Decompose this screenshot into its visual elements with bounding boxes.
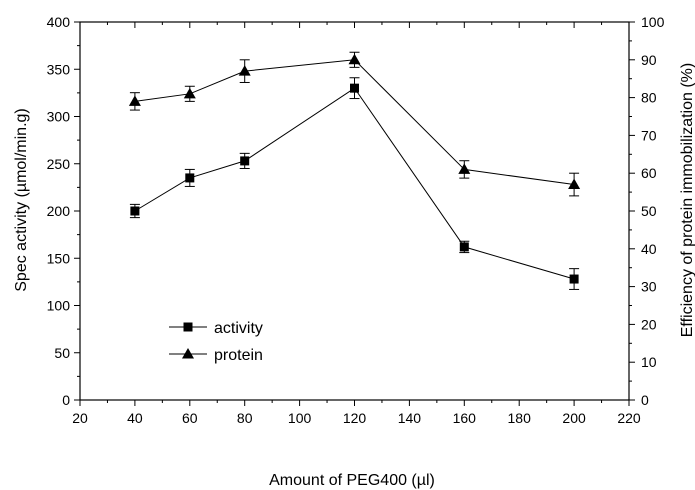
protein-point [458,163,471,174]
y-tick-label: 100 [47,298,71,314]
x-tick-label: 220 [617,410,641,426]
y2-tick-label: 80 [641,90,657,106]
protein-point [348,53,361,65]
x-tick-label: 180 [508,410,532,426]
activity-point [240,156,250,166]
y-tick-label: 350 [47,61,71,77]
y-tick-label: 400 [47,14,71,30]
activity-point [569,274,579,284]
y-tick-label: 150 [47,250,71,266]
protein-line [134,59,575,186]
x-tick-label: 40 [127,410,143,426]
protein-point [128,95,141,106]
y-tick-label: 300 [47,109,71,125]
x-tick-label: 200 [562,410,586,426]
activity-point [185,173,195,183]
series-group [128,51,581,290]
x-tick-label: 20 [72,410,88,426]
y-tick-label: 250 [47,156,71,172]
legend-marker-activity [183,322,193,332]
protein-point [238,65,251,76]
x-tick-label: 160 [453,410,477,426]
y2-tick-label: 0 [641,392,649,408]
legend-label-protein: protein [214,347,263,364]
y2-tick-label: 70 [641,127,657,143]
legend-label-activity: activity [214,320,263,337]
y-axis-title-right: Efficiency of protein immobilization (%) [679,63,695,337]
y2-tick-label: 20 [641,316,657,332]
activity-point [459,242,469,252]
x-tick-label: 140 [398,410,422,426]
y-axis-left: 0 50 100 150 200 250 300 350 400 [47,14,80,408]
y2-tick-label: 10 [641,354,657,370]
y2-tick-label: 40 [641,241,657,257]
legend: activity protein [169,320,263,364]
x-tick-label: 80 [237,410,253,426]
activity-point [350,83,359,93]
x-axis: 20 40 60 80 100 120 140 160 180 200 220 [72,22,641,426]
x-tick-label: 100 [288,410,312,426]
y2-tick-label: 90 [641,52,657,68]
x-tick-label: 60 [182,410,198,426]
y-axis-title-left: Spec activity (µmol/min.g) [13,108,30,291]
x-tick-label: 120 [343,410,367,426]
y-tick-label: 50 [54,345,70,361]
protein-point [183,87,196,99]
x-axis-title: Amount of PEG400 (µl) [269,472,435,489]
y2-tick-label: 100 [641,14,665,30]
y2-tick-label: 50 [641,203,657,219]
y2-tick-label: 30 [641,279,657,295]
y2-tick-label: 60 [641,165,657,181]
legend-marker-protein [182,348,194,359]
y-tick-label: 0 [62,392,70,408]
y-tick-label: 200 [47,203,71,219]
activity-point [130,206,140,216]
activity-line [134,87,575,280]
y-axis-right: 0 10 20 30 40 50 60 70 80 90 100 [629,14,665,408]
protein-point [568,178,581,190]
